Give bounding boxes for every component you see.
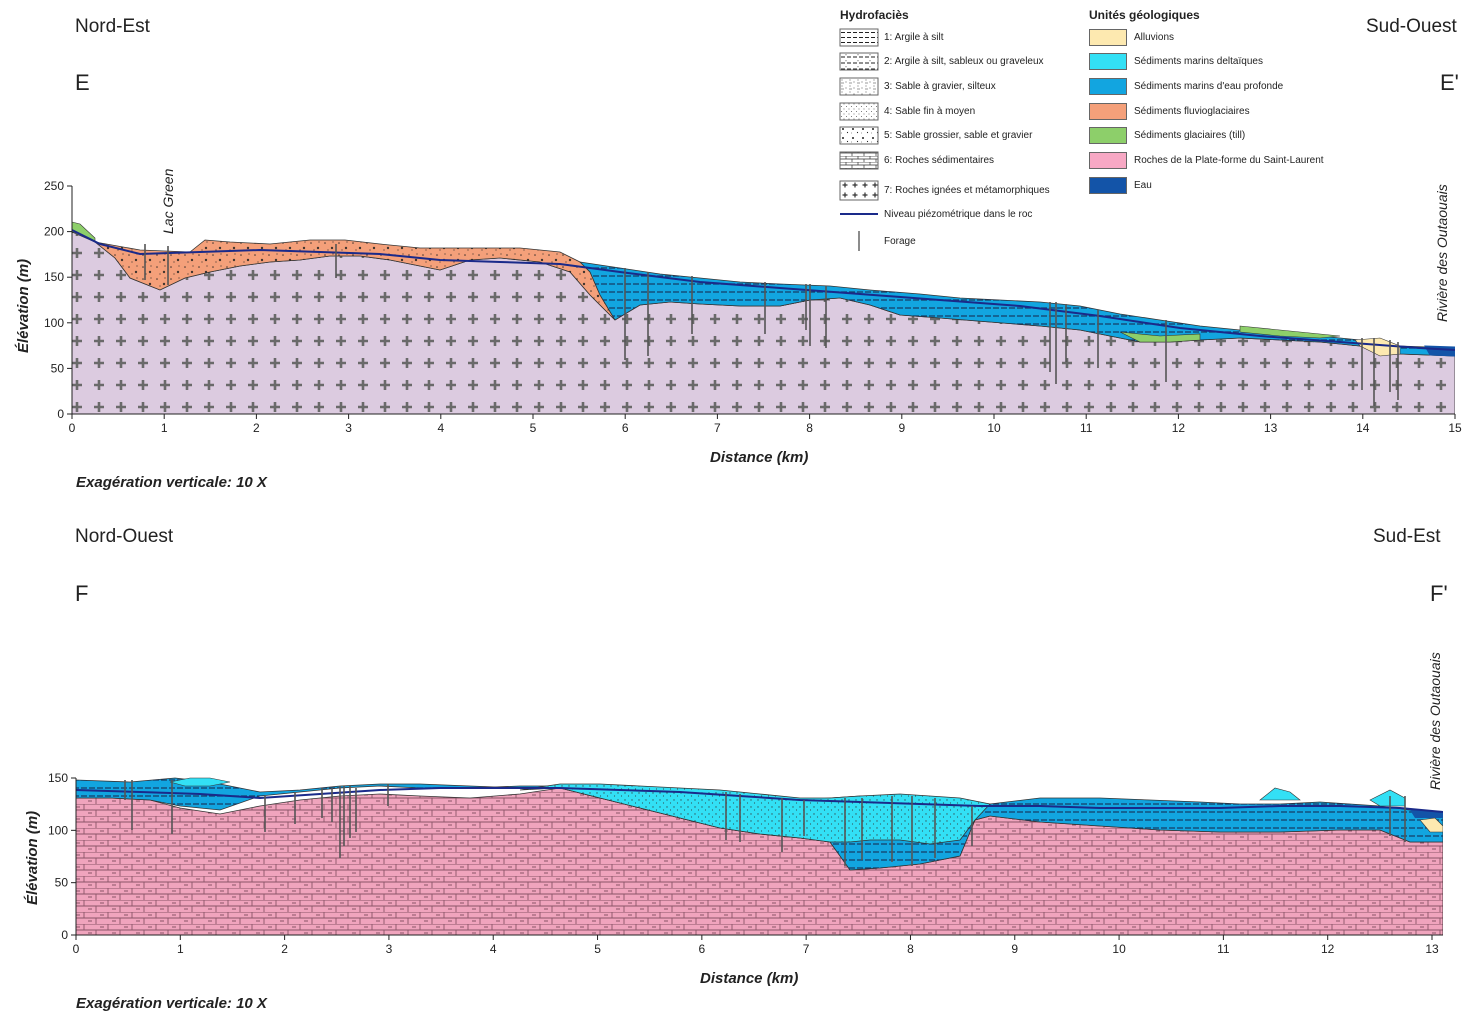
legend-unit-label: Sédiments glaciaires (till) [1134,130,1246,141]
x-tick-label: 10 [987,421,1001,435]
section-f-x-axis-title: Distance (km) [700,970,799,987]
legend-unit-label: Sédiments fluvioglaciaires [1134,106,1250,117]
section-f-direction-right: Sud-Est [1373,526,1441,547]
x-tick-label: 11 [1080,421,1093,435]
legend-hydrofacies-5: 5: Sable grossier, sable et gravier [884,130,1033,141]
legend-unit-label: Alluvions [1134,32,1175,43]
legend-hydrofacies-6: 6: Roches sédimentaires [884,155,995,166]
x-tick-label: 6 [699,942,706,956]
legend-hydrofacies-3: 3: Sable à gravier, silteux [884,81,996,92]
x-tick-label: 2 [253,421,260,435]
legend-unit-swatch [1089,127,1127,144]
legend-hydrofacies-1: 1: Argile à silt [884,32,944,43]
section-f-label-left: F [75,581,89,606]
river-annotation-f: Rivière des Outaouais [1427,652,1443,790]
x-tick-label: 0 [73,942,80,956]
y-tick-label: 150 [44,270,64,284]
section-e-x-axis-title: Distance (km) [710,449,809,466]
legend-unit-swatch [1089,103,1127,120]
section-e-axes [71,186,1455,415]
x-tick-label: 7 [803,942,810,956]
y-tick-label: 100 [44,316,64,330]
section-f-boreholes [124,780,1406,866]
x-tick-label: 10 [1112,942,1126,956]
legend-hydrofacies-title: Hydrofaciès [840,8,909,22]
legend-unit-label: Sédiments marins deltaïques [1134,56,1263,67]
x-tick-label: 9 [1011,942,1018,956]
legend-unit-swatch [1089,152,1127,169]
section-e-piezometric-line [72,229,1455,351]
legend-unit-swatch [1089,53,1127,70]
x-tick-label: 0 [69,421,76,435]
section-e-x-ticks: 0 1 2 3 4 5 6 7 8 9 10 11 12 13 14 15 [69,414,1462,435]
section-e-y-ticks: 0 50 100 150 200 250 [44,179,72,421]
y-tick-label: 200 [44,225,64,239]
x-tick-label: 6 [622,421,629,435]
x-tick-label: 9 [898,421,905,435]
section-f-label-right: F' [1430,581,1448,606]
section-f-piezometric-line [76,787,1443,813]
legend-unit-label: Sédiments marins d'eau profonde [1134,81,1284,92]
section-e-direction-right: Sud-Ouest [1366,16,1457,37]
legend-borehole: Forage [884,236,916,247]
y-tick-label: 250 [44,179,64,193]
x-tick-label: 7 [714,421,721,435]
section-f-profile [76,777,1443,935]
x-tick-label: 4 [437,421,444,435]
legend-hydrofacies-7: 7: Roches ignées et métamorphiques [884,185,1050,196]
y-tick-label: 100 [48,823,68,837]
legend-unit-label: Roches de la Plate-forme du Saint-Lauren… [1134,155,1324,166]
section-e-label-right: E' [1440,70,1459,95]
x-tick-label: 3 [345,421,352,435]
y-tick-label: 0 [57,407,64,421]
x-tick-label: 13 [1425,942,1439,956]
section-f-y-ticks: 0 50 100 150 [48,771,76,942]
legend-hydrofacies-swatches [839,28,879,251]
x-tick-label: 13 [1264,421,1278,435]
x-tick-label: 11 [1217,942,1230,956]
section-e-boreholes [144,244,1399,406]
legend-unit-swatch [1089,78,1127,95]
x-tick-label: 4 [490,942,497,956]
section-f-x-ticks: 0 1 2 3 4 5 6 7 8 9 10 11 12 13 [73,935,1439,956]
x-tick-label: 14 [1356,421,1370,435]
section-e-exaggeration-note: Exagération verticale: 10 X [76,474,267,491]
section-f-direction-left: Nord-Ouest [75,526,174,547]
legend-unit-swatch [1089,29,1127,46]
x-tick-label: 3 [386,942,393,956]
y-tick-label: 150 [48,771,68,785]
x-tick-label: 8 [907,942,914,956]
x-tick-label: 12 [1172,421,1186,435]
x-tick-label: 1 [177,942,184,956]
legend-unit-label: Eau [1134,180,1152,191]
x-tick-label: 1 [161,421,168,435]
section-e-profile [72,221,1455,414]
y-tick-label: 50 [51,361,65,375]
x-tick-label: 8 [806,421,813,435]
section-f-axes [75,778,1443,936]
section-e-label-left: E [75,70,90,95]
legend-hydrofacies-4: 4: Sable fin à moyen [884,106,976,117]
legend-unit-swatch [1089,177,1127,194]
y-tick-label: 50 [55,876,69,890]
y-tick-label: 0 [61,928,68,942]
section-e-direction-left: Nord-Est [75,16,150,37]
x-tick-label: 12 [1321,942,1335,956]
x-tick-label: 2 [281,942,288,956]
section-f-y-axis-title: Élévation (m) [24,810,41,905]
x-tick-label: 5 [594,942,601,956]
x-tick-label: 5 [530,421,537,435]
legend-units-title: Unités géologiques [1089,8,1200,22]
section-f-exaggeration-note: Exagération verticale: 10 X [76,995,267,1012]
legend-hydrofacies-2: 2: Argile à silt, sableux ou graveleux [884,56,1044,67]
x-tick-label: 15 [1448,421,1462,435]
legend-piezometric: Niveau piézométrique dans le roc [884,209,1033,220]
